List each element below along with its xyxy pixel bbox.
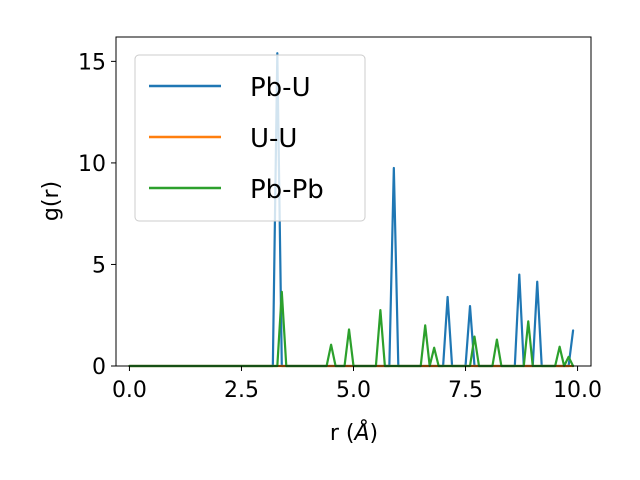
x-tick-label: 7.5 [448, 378, 483, 403]
legend: Pb-U U-U Pb-Pb [134, 54, 366, 222]
y-tick-label: 10 [78, 152, 106, 177]
y-tick-label: 5 [92, 253, 106, 278]
legend-label-pb-u: Pb-U [250, 73, 311, 103]
legend-label-pb-pb: Pb-Pb [250, 175, 324, 205]
x-axis-label: r (Å) [330, 419, 378, 446]
legend-label-u-u: U-U [250, 124, 297, 154]
y-tick-label: 15 [78, 50, 106, 75]
y-tick-label: 0 [92, 355, 106, 380]
plot-frame [115, 36, 592, 367]
x-tick-label: 2.5 [224, 378, 259, 403]
legend-box [134, 54, 366, 222]
x-tick-label: 0.0 [112, 378, 147, 403]
y-axis-label: g(r) [39, 181, 64, 221]
series-line-pb-pb [128, 290, 575, 368]
x-tick-label: 5.0 [336, 378, 371, 403]
x-tick-label: 10.0 [553, 378, 602, 403]
tick-layer: 0.0 2.5 5.0 7.5 10.0 0 5 10 15 [78, 50, 602, 403]
